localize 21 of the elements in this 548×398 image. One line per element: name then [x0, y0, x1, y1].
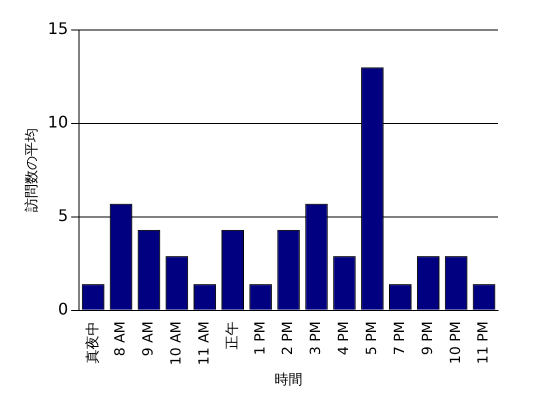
x-tick-label: 5 PM	[364, 321, 380, 356]
x-tick-label: 8 AM	[112, 321, 129, 356]
x-tick-label: 9 PM	[420, 321, 436, 356]
x-tick-label: 9 AM	[140, 321, 157, 356]
x-tick-label: 4 PM	[336, 321, 352, 356]
y-tick-label: 15	[48, 19, 68, 38]
x-tick-label: 11 PM	[476, 321, 492, 364]
y-axis-title: 訪問数の平均	[24, 128, 40, 212]
x-tick-label: 3 PM	[308, 321, 324, 356]
y-tick-label: 0	[58, 299, 68, 318]
x-tick-label: 真夜中	[84, 321, 101, 364]
x-axis-title: 時間	[274, 372, 303, 388]
x-tick-label: 2 PM	[280, 321, 296, 356]
y-tick-label: 10	[48, 112, 68, 132]
x-tick-label: 正午	[224, 321, 240, 350]
x-tick-label: 7 PM	[392, 321, 408, 356]
x-tick-label: 1 PM	[252, 321, 268, 356]
y-tick-label: 5	[58, 206, 68, 226]
x-tick-label: 10 PM	[448, 321, 464, 364]
x-tick-label: 10 AM	[168, 321, 185, 366]
x-tick-label: 11 AM	[196, 321, 212, 366]
